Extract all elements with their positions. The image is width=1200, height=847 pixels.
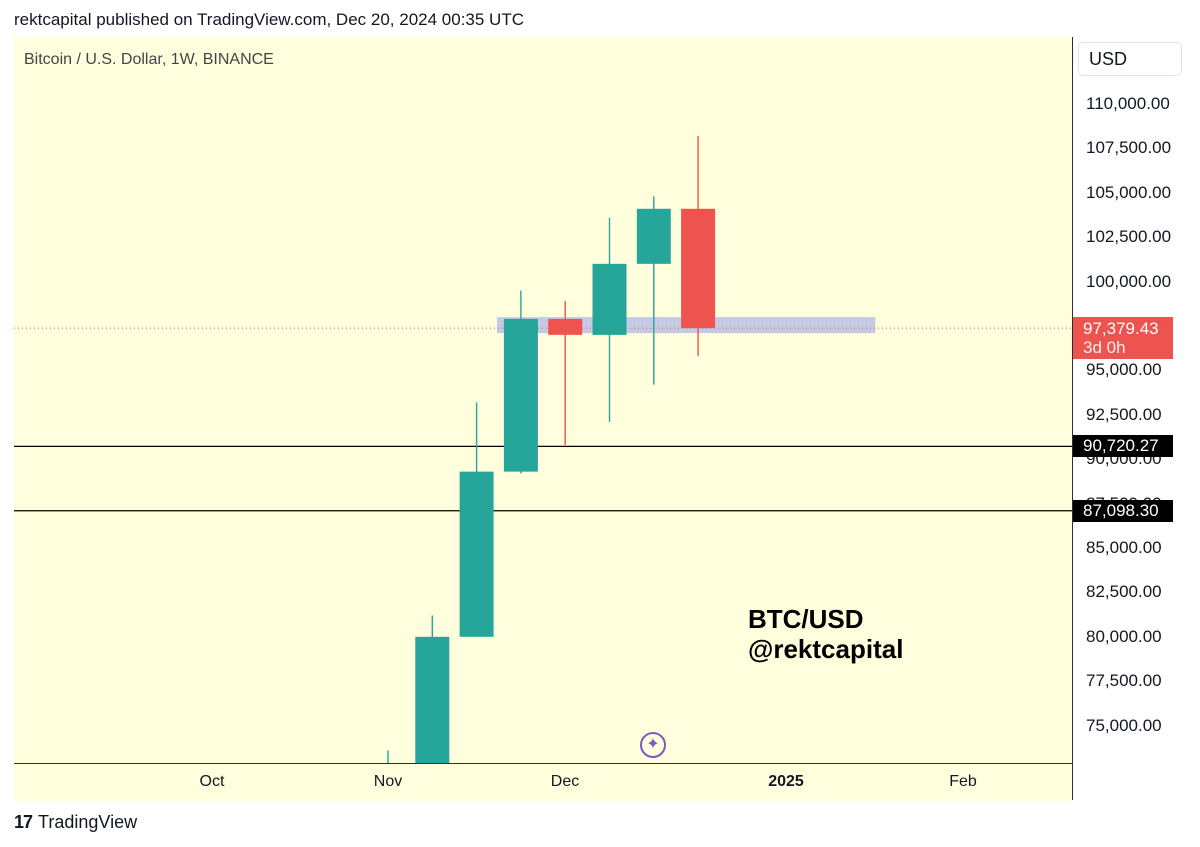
publish-header: rektcapital published on TradingView.com… xyxy=(14,10,524,29)
watermark-symbol: BTC/USD xyxy=(748,604,864,634)
candle-body xyxy=(592,263,627,335)
price-tick: 80,000.00 xyxy=(1086,626,1162,646)
price-tick: 85,000.00 xyxy=(1086,538,1162,557)
price-tick: 102,500.00 xyxy=(1086,227,1172,247)
time-tick: Nov xyxy=(373,773,403,790)
time-tick: Feb xyxy=(949,773,977,790)
price-tick: 105,000.00 xyxy=(1086,182,1172,202)
tradingview-footer[interactable]: 17 TradingView xyxy=(14,812,137,833)
tradingview-logo-icon: 17 xyxy=(14,812,33,832)
price-axis[interactable] xyxy=(1072,37,1200,800)
symbol-title: Bitcoin / U.S. Dollar, 1W, BINANCE xyxy=(24,51,274,68)
level-price-label: 87,098.30 xyxy=(1073,499,1173,522)
candlestick-chart xyxy=(14,135,1072,763)
time-tick: Oct xyxy=(199,773,225,790)
candle-body xyxy=(548,318,583,335)
price-tick: 92,500.00 xyxy=(1086,404,1162,424)
candle-body xyxy=(415,636,450,763)
sparkle-icon[interactable]: ✦ xyxy=(640,732,666,758)
time-tick: Dec xyxy=(550,773,580,790)
price-tick: 107,500.00 xyxy=(1086,138,1172,158)
price-tick: 77,500.00 xyxy=(1086,671,1162,691)
candle-body xyxy=(681,208,716,329)
candle-countdown: 3d 0h xyxy=(1083,338,1126,358)
time-axis[interactable] xyxy=(14,763,1072,801)
price-tick: 82,500.00 xyxy=(1086,582,1162,602)
current-price-label: 97,379.43 3d 0h xyxy=(1073,317,1173,360)
candle-body xyxy=(503,318,538,472)
price-tick: 75,000.00 xyxy=(1086,715,1162,735)
current-price-value: 97,379.43 xyxy=(1083,319,1159,339)
currency-selector[interactable]: USD xyxy=(1078,42,1182,76)
price-tick: 110,000.00 xyxy=(1086,94,1170,113)
level-price-label: 90,720.27 xyxy=(1073,435,1173,458)
price-tick: 95,000.00 xyxy=(1086,360,1162,380)
chart-watermark: BTC/USD @rektcapital xyxy=(748,604,903,664)
tradingview-brand: TradingView xyxy=(38,812,138,832)
time-tick: 2025 xyxy=(768,773,804,790)
watermark-author: @rektcapital xyxy=(748,634,904,664)
candle-body xyxy=(636,208,671,264)
price-tick: 100,000.00 xyxy=(1086,271,1172,291)
chart-area[interactable] xyxy=(14,37,1072,763)
candle-body xyxy=(459,471,494,637)
